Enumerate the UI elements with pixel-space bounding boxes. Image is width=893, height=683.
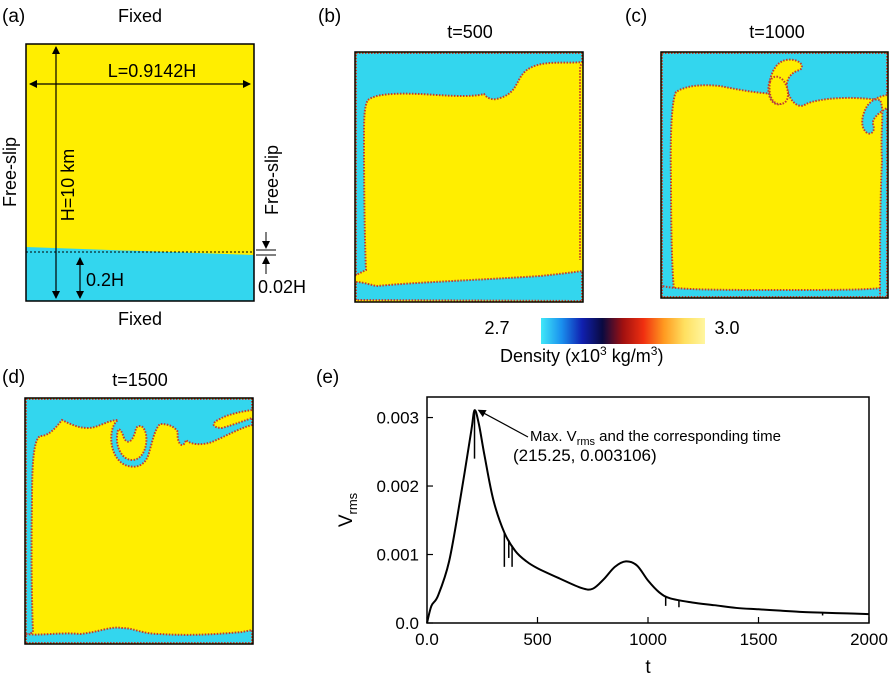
- panel-d-dome: [116, 425, 148, 462]
- colorbar-title-main: Density (x10: [500, 346, 600, 366]
- panel-c-light-bottom: [661, 284, 881, 298]
- vrms-chart: 0.0 500 1000 1500 2000 0.0 0.001 0.002 0.003 t Vrm…: [336, 396, 888, 678]
- colorbar-title: Density (x103 kg/m3): [500, 344, 663, 366]
- panel-a-bottom-label: Fixed: [118, 309, 162, 329]
- panel-b: (b) t=500: [318, 6, 584, 303]
- y-axis-label-main: V: [336, 514, 357, 527]
- x-tick-label: 0.0: [415, 630, 439, 649]
- panel-d-title: t=1500: [112, 370, 168, 390]
- x-axis-label: t: [645, 657, 651, 678]
- x-tick-label: 1500: [740, 630, 778, 649]
- width-label: L=0.9142H: [108, 61, 197, 81]
- annotation-line1-pre: Max. V: [530, 428, 577, 445]
- y-tick-label: 0.001: [376, 546, 419, 565]
- annotation-line1-sub: rms: [577, 436, 596, 448]
- colorbar-max-label: 3.0: [714, 318, 739, 338]
- colorbar-min-label: 2.7: [484, 318, 509, 338]
- panel-d: (d) t=1500: [2, 367, 254, 645]
- panel-c-border: [660, 51, 889, 299]
- panel-b-light-top: [355, 52, 583, 277]
- panel-c-letter: (c): [625, 6, 647, 27]
- panel-e-letter: (e): [316, 367, 339, 388]
- panel-d-light-bottom: [25, 626, 253, 644]
- colorbar-title-mid: kg/m: [607, 346, 651, 366]
- x-tick-label: 1000: [629, 630, 667, 649]
- y-axis-label: Vrms: [336, 492, 360, 527]
- panel-b-title: t=500: [447, 22, 493, 42]
- colorbar-title-sup2: 3: [651, 344, 658, 358]
- panel-d-letter: (d): [2, 367, 25, 388]
- panel-b-border: [354, 51, 584, 303]
- annotation-arrow: [477, 409, 529, 438]
- perturb-label: 0.02H: [258, 277, 306, 297]
- y-tick-label: 0.002: [376, 477, 419, 496]
- colorbar-title-sup: 3: [600, 344, 607, 358]
- y-axis-label-sub: rms: [345, 492, 360, 514]
- panel-c-dome: [768, 75, 789, 106]
- y-tick-label: 0.003: [376, 409, 419, 428]
- panel-a: (a) Fixed L=0.9142H H=10 km 0.2H 0.02H F…: [0, 6, 306, 329]
- panel-c: (c) t=1000: [625, 6, 889, 299]
- x-tick-label: 500: [523, 630, 551, 649]
- vrms-series-line: [426, 409, 870, 624]
- annotation-line1-post: and the corresponding time: [595, 428, 781, 445]
- light-layer: [26, 247, 254, 301]
- layer-label: 0.2H: [86, 270, 124, 290]
- panel-b-letter: (b): [318, 6, 341, 27]
- annotation-line1: Max. Vrms and the corresponding time: [530, 428, 781, 448]
- right-wall-label: Free-slip: [262, 145, 282, 215]
- left-wall-label: Free-slip: [0, 137, 20, 207]
- colorbar-title-end: ): [657, 346, 663, 366]
- height-label: H=10 km: [58, 149, 78, 222]
- annotation-line2: (215.25, 0.003106): [513, 446, 657, 465]
- colorbar: 2.7 3.0 Density (x103 kg/m3): [484, 318, 740, 366]
- colorbar-bar: [541, 318, 705, 344]
- panel-e: (e) 0.0 500 1000 1500 2000 0.0 0.001 0.002 0.003…: [316, 367, 888, 678]
- panel-a-border: [25, 43, 255, 302]
- y-tick-label: 0.0: [395, 614, 419, 633]
- panel-c-title: t=1000: [749, 22, 805, 42]
- x-tick-label: 2000: [850, 630, 888, 649]
- panel-b-light-bottom: [355, 269, 583, 303]
- panel-d-border: [24, 397, 254, 645]
- panel-a-top-label: Fixed: [118, 6, 162, 26]
- panel-a-letter: (a): [2, 6, 25, 27]
